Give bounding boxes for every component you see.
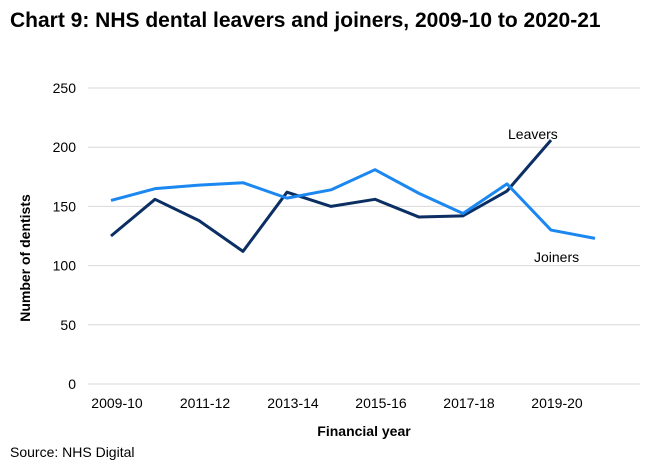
y-tick-label: 50 [60, 317, 76, 333]
y-tick-label: 150 [53, 198, 77, 214]
chart-title: Chart 9: NHS dental leavers and joiners,… [10, 9, 601, 32]
x-tick-label: 2009-10 [91, 395, 143, 411]
series-line-joiners [110, 168, 596, 240]
y-tick-label: 250 [53, 80, 77, 96]
series-label-leavers: Leavers [508, 126, 558, 142]
series-label-joiners: Joiners [534, 249, 579, 265]
y-axis-label: Number of dentists [17, 194, 33, 322]
x-tick-label: 2015-16 [355, 395, 407, 411]
source-note: Source: NHS Digital [10, 444, 135, 460]
x-tick-label: 2013-14 [267, 395, 319, 411]
series-line-leavers [110, 139, 553, 253]
x-axis-label: Financial year [317, 423, 411, 439]
y-tick-label: 100 [53, 258, 77, 274]
x-tick-label: 2011-12 [180, 395, 231, 411]
y-tick-label: 0 [68, 376, 76, 392]
x-tick-label: 2017-18 [443, 395, 495, 411]
x-tick-label: 2019-20 [531, 395, 583, 411]
y-tick-label: 200 [53, 139, 77, 155]
